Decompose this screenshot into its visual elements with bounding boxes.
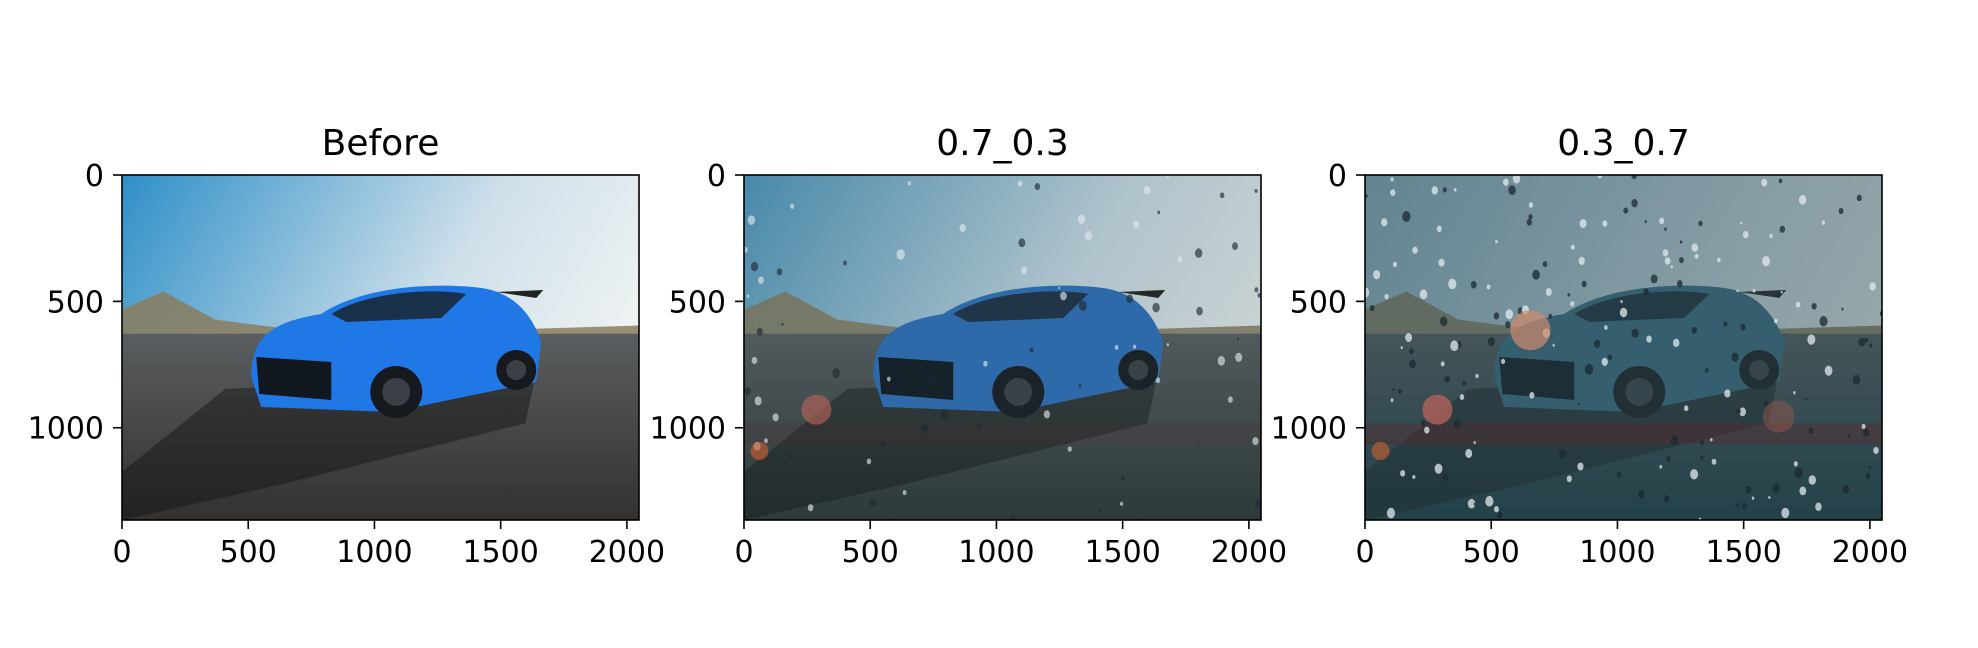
x-tick-label: 500 [842, 535, 899, 570]
y-tick-label: 1000 [1271, 412, 1347, 447]
axes-frame [743, 174, 1262, 521]
x-tick-label: 500 [1463, 535, 1520, 570]
x-tick-label: 1000 [336, 535, 412, 570]
image-2 [744, 175, 1261, 520]
y-tick-label: 0 [85, 159, 104, 194]
y-tick-label: 0 [1328, 159, 1347, 194]
axes-frame [1364, 174, 1883, 521]
x-tick-label: 1000 [958, 535, 1034, 570]
image-1 [122, 175, 639, 520]
subplot-title: 0.7_0.3 [936, 123, 1069, 164]
x-tick-label: 1000 [1579, 535, 1655, 570]
image-3 [1365, 175, 1882, 520]
x-tick-label: 500 [220, 535, 277, 570]
x-tick-label: 2000 [1832, 535, 1908, 570]
x-tick-label: 1500 [462, 535, 538, 570]
y-tick-label: 500 [47, 285, 104, 320]
subplot-2: 0.7_0.3 0 500 1000 1500 2000 0 500 1000 [650, 123, 1287, 570]
axes-frame [121, 174, 640, 521]
y-tick-label: 500 [669, 285, 726, 320]
x-tick-label: 2000 [1211, 535, 1287, 570]
x-tick-label: 1500 [1705, 535, 1781, 570]
subplot-title: Before [322, 123, 440, 164]
x-tick-label: 0 [734, 535, 753, 570]
y-tick-label: 500 [1290, 285, 1347, 320]
y-tick-label: 1000 [650, 412, 726, 447]
subplot-title: 0.3_0.7 [1557, 123, 1690, 164]
x-tick-label: 1500 [1084, 535, 1160, 570]
y-tick-label: 0 [707, 159, 726, 194]
x-tick-label: 0 [112, 535, 131, 570]
subplot-3: 0.3_0.7 0 500 1000 1500 2000 0 500 1000 [1271, 123, 1908, 570]
x-tick-label: 2000 [589, 535, 665, 570]
subplot-1: Before 0 500 1000 1500 2000 0 500 1000 [28, 123, 665, 570]
x-tick-label: 0 [1355, 535, 1374, 570]
y-tick-label: 1000 [28, 412, 104, 447]
